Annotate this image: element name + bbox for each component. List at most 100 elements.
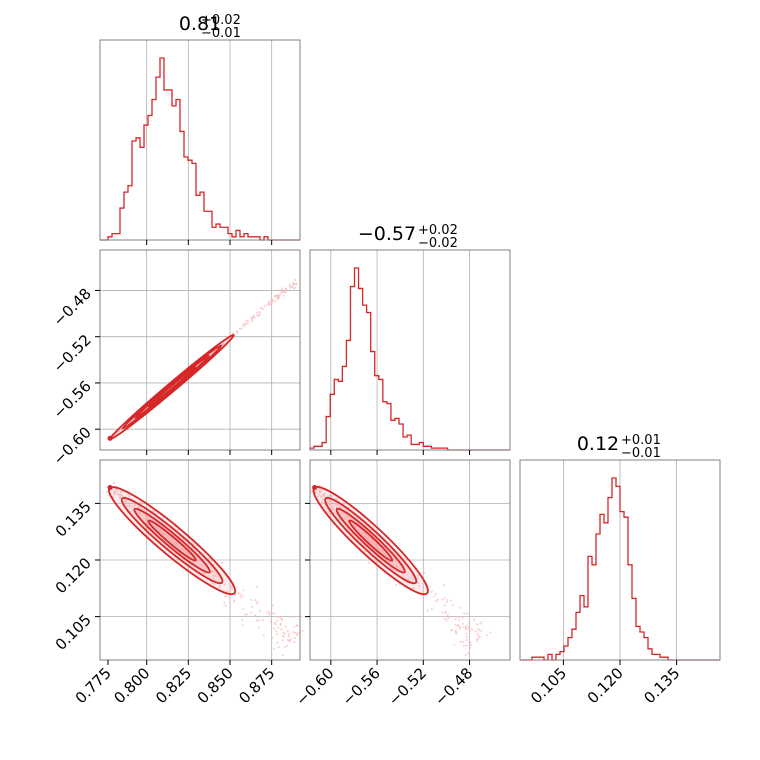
joint-0-1-point-259 xyxy=(277,294,280,297)
joint-0-2-point-218 xyxy=(185,550,187,553)
joint-0-2-point-249 xyxy=(210,570,213,573)
joint-1-2-point-148 xyxy=(422,582,425,585)
joint-0-2-point-76 xyxy=(213,583,216,586)
joint-1-2-point-110 xyxy=(430,590,433,593)
joint-1-2-point-249 xyxy=(319,495,322,498)
joint-1-2-point-128 xyxy=(395,570,398,573)
joint-1-2-point-23 xyxy=(336,503,339,506)
joint-1-2-point-167 xyxy=(442,584,445,587)
histogram-param-2 xyxy=(520,477,720,661)
joint-0-2-point-18 xyxy=(242,608,244,611)
joint-1-2-contour-2 xyxy=(335,507,406,574)
joint-1-2-point-106 xyxy=(320,501,323,504)
joint-0-1 xyxy=(107,279,298,441)
joint-1-2-point-64 xyxy=(445,600,448,603)
joint-1-2-point-90 xyxy=(468,626,471,629)
joint-0-2-point-50 xyxy=(117,493,119,496)
y-tick-label-param-1-2: −0.52 xyxy=(50,331,95,376)
joint-1-2-contour-3 xyxy=(348,519,394,562)
joint-1-2-point-211 xyxy=(328,512,331,515)
joint-0-1-point-173 xyxy=(251,319,254,322)
joint-0-1-point-139 xyxy=(277,296,280,299)
joint-1-2-point-88 xyxy=(365,533,368,536)
joint-0-1-point-74 xyxy=(267,302,270,305)
joint-0-1-point-257 xyxy=(292,283,295,286)
joint-0-2-point-71 xyxy=(296,624,299,627)
joint-0-2-point-159 xyxy=(283,632,286,635)
joint-0-2-point-8 xyxy=(224,583,226,586)
joint-0-2-point-89 xyxy=(273,621,276,624)
joint-0-1-point-212 xyxy=(222,343,225,346)
joint-0-2-point-9 xyxy=(271,612,274,615)
joint-1-2-point-201 xyxy=(449,599,452,602)
joint-0-1-point-205 xyxy=(262,308,265,311)
joint-0-1-point-160 xyxy=(278,289,281,292)
y-tick-label-param-1-3: −0.48 xyxy=(50,285,95,330)
x-tick-label-param-1-1: −0.56 xyxy=(339,664,384,709)
panel-frame-joint-0-1 xyxy=(99,249,301,451)
joint-0-2-point-239 xyxy=(139,501,141,504)
joint-1-2-point-205 xyxy=(375,560,378,563)
joint-1-2-point-92 xyxy=(367,537,370,539)
joint-0-1-point-204 xyxy=(283,289,286,292)
joint-0-2-point-99 xyxy=(272,647,275,650)
joint-0-2-point-133 xyxy=(223,601,226,604)
joint-1-2-point-50 xyxy=(433,595,436,597)
joint-0-2-point-143 xyxy=(120,491,123,494)
joint-1-2-point-40 xyxy=(391,568,394,571)
joint-0-1-point-71 xyxy=(270,298,273,300)
joint-1-2-point-161 xyxy=(320,502,323,505)
joint-1-2-point-78 xyxy=(435,600,438,603)
joint-0-2-point-163 xyxy=(126,505,129,507)
joint-0-2-point-250 xyxy=(170,540,173,543)
joint-0-2-point-244 xyxy=(282,631,285,634)
joint-0-1-point-143 xyxy=(232,332,235,335)
joint-1-2-point-19 xyxy=(465,633,468,636)
joint-1-2-point-202 xyxy=(477,637,480,640)
joint-0-2-point-190 xyxy=(241,619,244,622)
joint-1-2-point-10 xyxy=(462,640,464,643)
joint-0-2-point-221 xyxy=(289,638,292,640)
joint-0-2-point-212 xyxy=(191,546,194,549)
joint-1-2-point-251 xyxy=(363,550,366,553)
joint-1-2-point-158 xyxy=(463,612,466,615)
joint-1-2-point-203 xyxy=(458,625,461,628)
joint-0-2-point-52 xyxy=(201,564,203,567)
joint-0-2-point-128 xyxy=(301,629,304,632)
joint-0-2-point-24 xyxy=(281,639,284,642)
joint-1-2-point-170 xyxy=(464,654,467,657)
joint-1-2-point-172 xyxy=(447,617,449,619)
joint-1-2-point-11 xyxy=(315,488,318,491)
joint-0-1-point-243 xyxy=(243,322,246,325)
joint-0-2-point-187 xyxy=(192,542,195,545)
joint-1-2-edge-dot xyxy=(312,485,318,490)
joint-0-2-point-34 xyxy=(113,482,115,484)
joint-0-2-point-107 xyxy=(133,504,136,507)
joint-1-2-point-84 xyxy=(456,624,459,627)
joint-1-2-point-166 xyxy=(339,506,342,509)
x-tick-label-param-2-0: 0.105 xyxy=(527,664,570,707)
joint-1-2-point-57 xyxy=(445,619,448,622)
joint-0-1-point-96 xyxy=(257,314,260,317)
joint-1-2-point-254 xyxy=(423,571,426,574)
x-tick-label-param-1-2: −0.52 xyxy=(385,664,430,709)
joint-0-1-point-231 xyxy=(247,320,249,323)
joint-0-1-point-80 xyxy=(256,311,259,314)
joint-0-2-point-121 xyxy=(255,619,258,622)
joint-1-2-point-171 xyxy=(395,583,397,586)
joint-0-2-point-57 xyxy=(106,490,109,493)
title-param-2-minus: −0.01 xyxy=(621,446,661,461)
joint-0-2-edge-dot xyxy=(107,485,113,490)
joint-0-1-point-228 xyxy=(260,307,263,310)
joint-1-2-point-63 xyxy=(417,585,420,588)
joint-1-2-point-145 xyxy=(451,629,453,631)
joint-1-2-point-177 xyxy=(328,494,331,497)
joint-0-2-point-15 xyxy=(218,584,221,587)
joint-0-1-point-49 xyxy=(275,295,278,298)
joint-0-2-point-113 xyxy=(246,613,249,616)
joint-1-2-point-38 xyxy=(412,587,415,590)
joint-1-2-point-65 xyxy=(443,604,446,607)
joint-1-2-point-30 xyxy=(322,505,325,508)
joint-1-2-point-182 xyxy=(459,640,462,643)
joint-0-2-point-168 xyxy=(113,491,116,494)
